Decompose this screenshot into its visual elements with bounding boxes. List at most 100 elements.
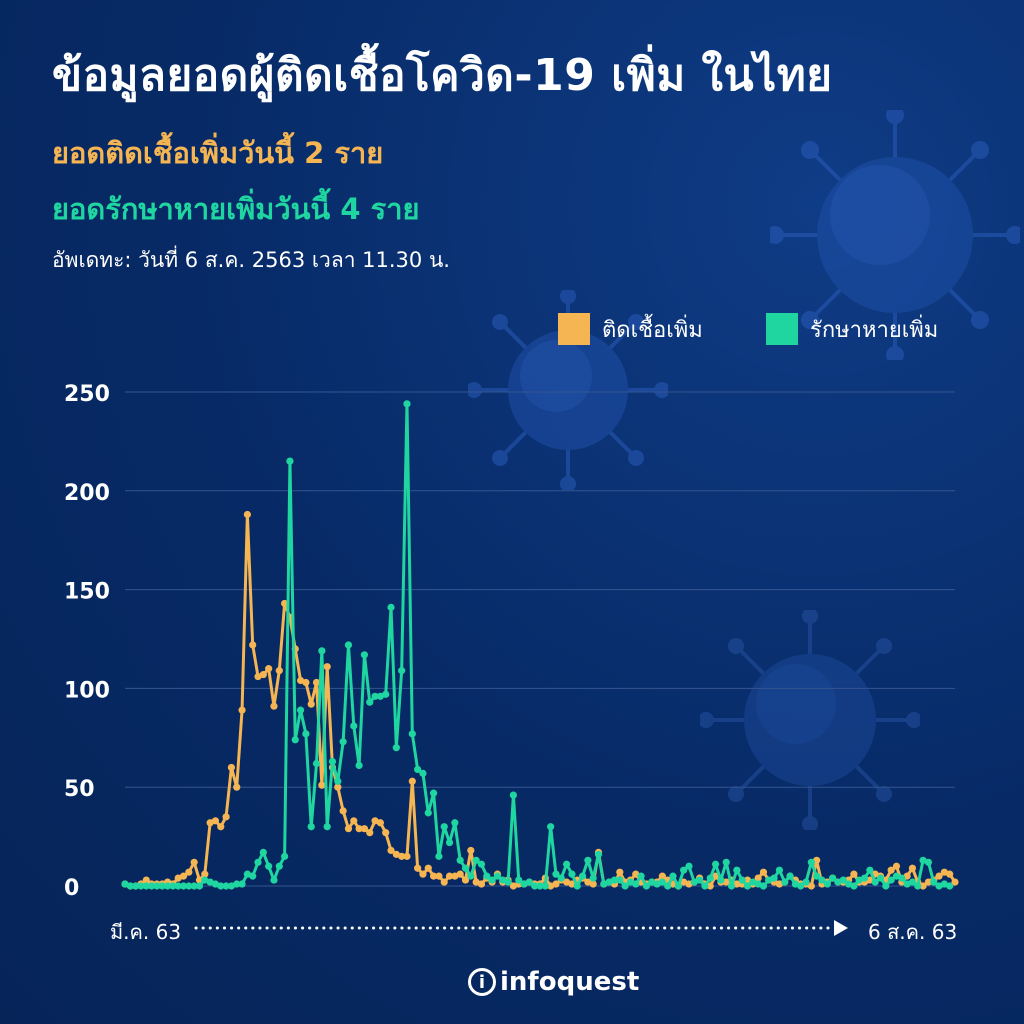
data-point-recovered (706, 874, 714, 882)
data-point-recovered (727, 882, 736, 890)
page-title: ข้อมูลยอดผู้ติดเชื้อโควิด-19 เพิ่ม ในไทย (52, 50, 833, 101)
data-point-infected (243, 510, 251, 519)
data-point-recovered (483, 872, 491, 880)
data-point-recovered (302, 730, 310, 738)
data-point-recovered (786, 872, 794, 880)
data-point-infected (477, 880, 486, 888)
data-point-infected (185, 868, 193, 876)
data-point-recovered (871, 878, 879, 886)
data-point-recovered (658, 878, 666, 886)
data-point-recovered (860, 874, 869, 882)
data-point-recovered (573, 882, 581, 890)
data-point-infected (265, 665, 273, 673)
data-point-infected (706, 882, 714, 890)
data-point-recovered (328, 757, 337, 766)
data-point-recovered (185, 882, 193, 890)
data-point-recovered (642, 882, 651, 890)
data-point-infected (414, 864, 422, 872)
data-point-infected (259, 670, 267, 679)
data-point-infected (179, 872, 188, 880)
data-point-recovered (259, 848, 267, 857)
data-point-recovered (179, 882, 188, 890)
data-point-recovered (408, 730, 416, 738)
data-point-infected (403, 852, 411, 860)
data-point-infected (754, 874, 762, 882)
virus-illustration-small (700, 610, 920, 830)
data-point-infected (318, 781, 326, 789)
data-point-infected (467, 846, 475, 855)
data-point-recovered (169, 882, 177, 890)
data-point-recovered (850, 882, 858, 890)
data-point-recovered (632, 880, 640, 888)
data-point-recovered (621, 882, 629, 890)
data-point-infected (376, 819, 384, 827)
data-point-recovered (930, 878, 938, 886)
data-point-recovered (493, 872, 502, 880)
data-point-recovered (334, 777, 342, 785)
data-point-infected (190, 858, 198, 866)
data-point-recovered (456, 856, 464, 864)
data-point-recovered (547, 823, 555, 831)
data-point-recovered (142, 882, 150, 890)
data-point-infected (429, 872, 438, 880)
data-point-infected (398, 852, 406, 860)
data-point-recovered (467, 872, 475, 880)
info-icon: i (468, 968, 496, 996)
data-point-recovered (440, 823, 448, 831)
data-point-recovered (158, 882, 166, 890)
data-point-recovered (722, 858, 730, 866)
data-point-recovered (355, 761, 363, 770)
virus-illustration-medium (468, 290, 668, 490)
data-point-recovered (680, 866, 688, 874)
data-point-recovered (265, 862, 273, 870)
data-point-recovered (472, 856, 480, 864)
data-point-recovered (807, 858, 815, 866)
data-point-recovered (946, 882, 954, 890)
data-point-recovered (371, 692, 379, 700)
data-point-recovered (307, 823, 315, 831)
data-point-infected (366, 829, 374, 837)
legend-label-infected: ติดเชื้อเพิ่ม (602, 317, 703, 343)
data-point-recovered (584, 856, 592, 864)
x-axis-end-label: 6 ส.ค. 63 (868, 920, 958, 944)
data-point-recovered (126, 882, 134, 890)
data-point-infected (807, 882, 815, 890)
data-point-infected (350, 817, 358, 825)
data-point-infected (445, 872, 454, 880)
data-point-infected (323, 663, 331, 671)
data-point-infected (919, 882, 927, 890)
data-point-recovered (557, 874, 565, 882)
data-point-recovered (398, 667, 406, 675)
data-point-recovered (275, 862, 283, 870)
data-point-recovered (876, 874, 885, 882)
data-point-recovered (451, 819, 459, 827)
y-tick-label: 0 (64, 876, 79, 901)
series-line-recovered (124, 402, 951, 888)
data-point-recovered (866, 866, 874, 874)
data-point-recovered (775, 866, 784, 874)
data-point-infected (270, 702, 278, 710)
data-point-infected (307, 700, 315, 708)
data-point-recovered (488, 876, 496, 884)
data-point-recovered (882, 882, 890, 890)
y-tick-label: 150 (64, 580, 110, 605)
data-point-recovered (270, 876, 278, 884)
data-point-recovered (509, 791, 517, 799)
data-point-recovered (392, 744, 400, 752)
data-point-recovered (594, 850, 603, 858)
infoquest-logo: i infoquest (468, 962, 639, 1002)
data-point-infected (355, 825, 363, 833)
data-point-infected (233, 783, 241, 791)
data-point-infected (850, 870, 858, 878)
data-point-infected (424, 864, 432, 872)
data-point-recovered (461, 864, 470, 872)
data-point-recovered (664, 882, 672, 890)
data-point-infected (951, 878, 959, 886)
data-point-recovered (312, 759, 321, 768)
data-point-recovered (797, 882, 805, 890)
data-point-infected (334, 783, 342, 791)
data-point-recovered (813, 872, 821, 880)
data-point-recovered (153, 882, 161, 890)
data-point-infected (616, 868, 624, 876)
